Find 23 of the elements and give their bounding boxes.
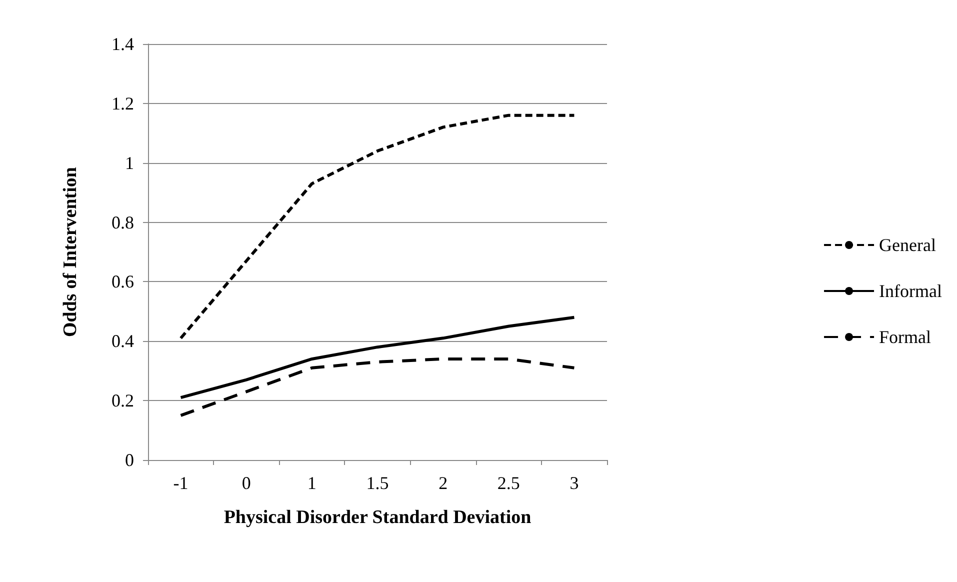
y-tick-label: 0.8: [112, 212, 134, 232]
x-tick-label: -1: [173, 473, 188, 493]
x-tick-label: 1: [307, 473, 316, 493]
legend-label: General: [879, 235, 936, 255]
y-tick-label: 0.2: [112, 390, 134, 411]
y-tick-label: 0.4: [112, 331, 134, 352]
line-series: [179, 357, 576, 417]
x-tick-label: 2: [438, 473, 448, 493]
legend-label: Informal: [879, 281, 942, 301]
x-axis-title: Physical Disorder Standard Deviation: [224, 507, 532, 528]
x-tick-label: 3: [570, 473, 579, 493]
x-tick-label: 1.5: [366, 473, 389, 493]
line-series: [179, 114, 576, 340]
y-tick-label: 0: [125, 450, 134, 470]
x-tick-label: 2.5: [497, 473, 520, 493]
y-tick-label: 1: [125, 152, 134, 173]
line-series: [179, 316, 576, 400]
y-axis-title: Odds of Intervention: [60, 166, 81, 337]
y-tick-label: 0.6: [112, 272, 134, 292]
y-tick-label: 1.4: [112, 34, 134, 54]
legend-label: Formal: [879, 327, 932, 347]
x-tick-label: 0: [242, 473, 251, 493]
y-tick-label: 1.2: [112, 93, 134, 114]
